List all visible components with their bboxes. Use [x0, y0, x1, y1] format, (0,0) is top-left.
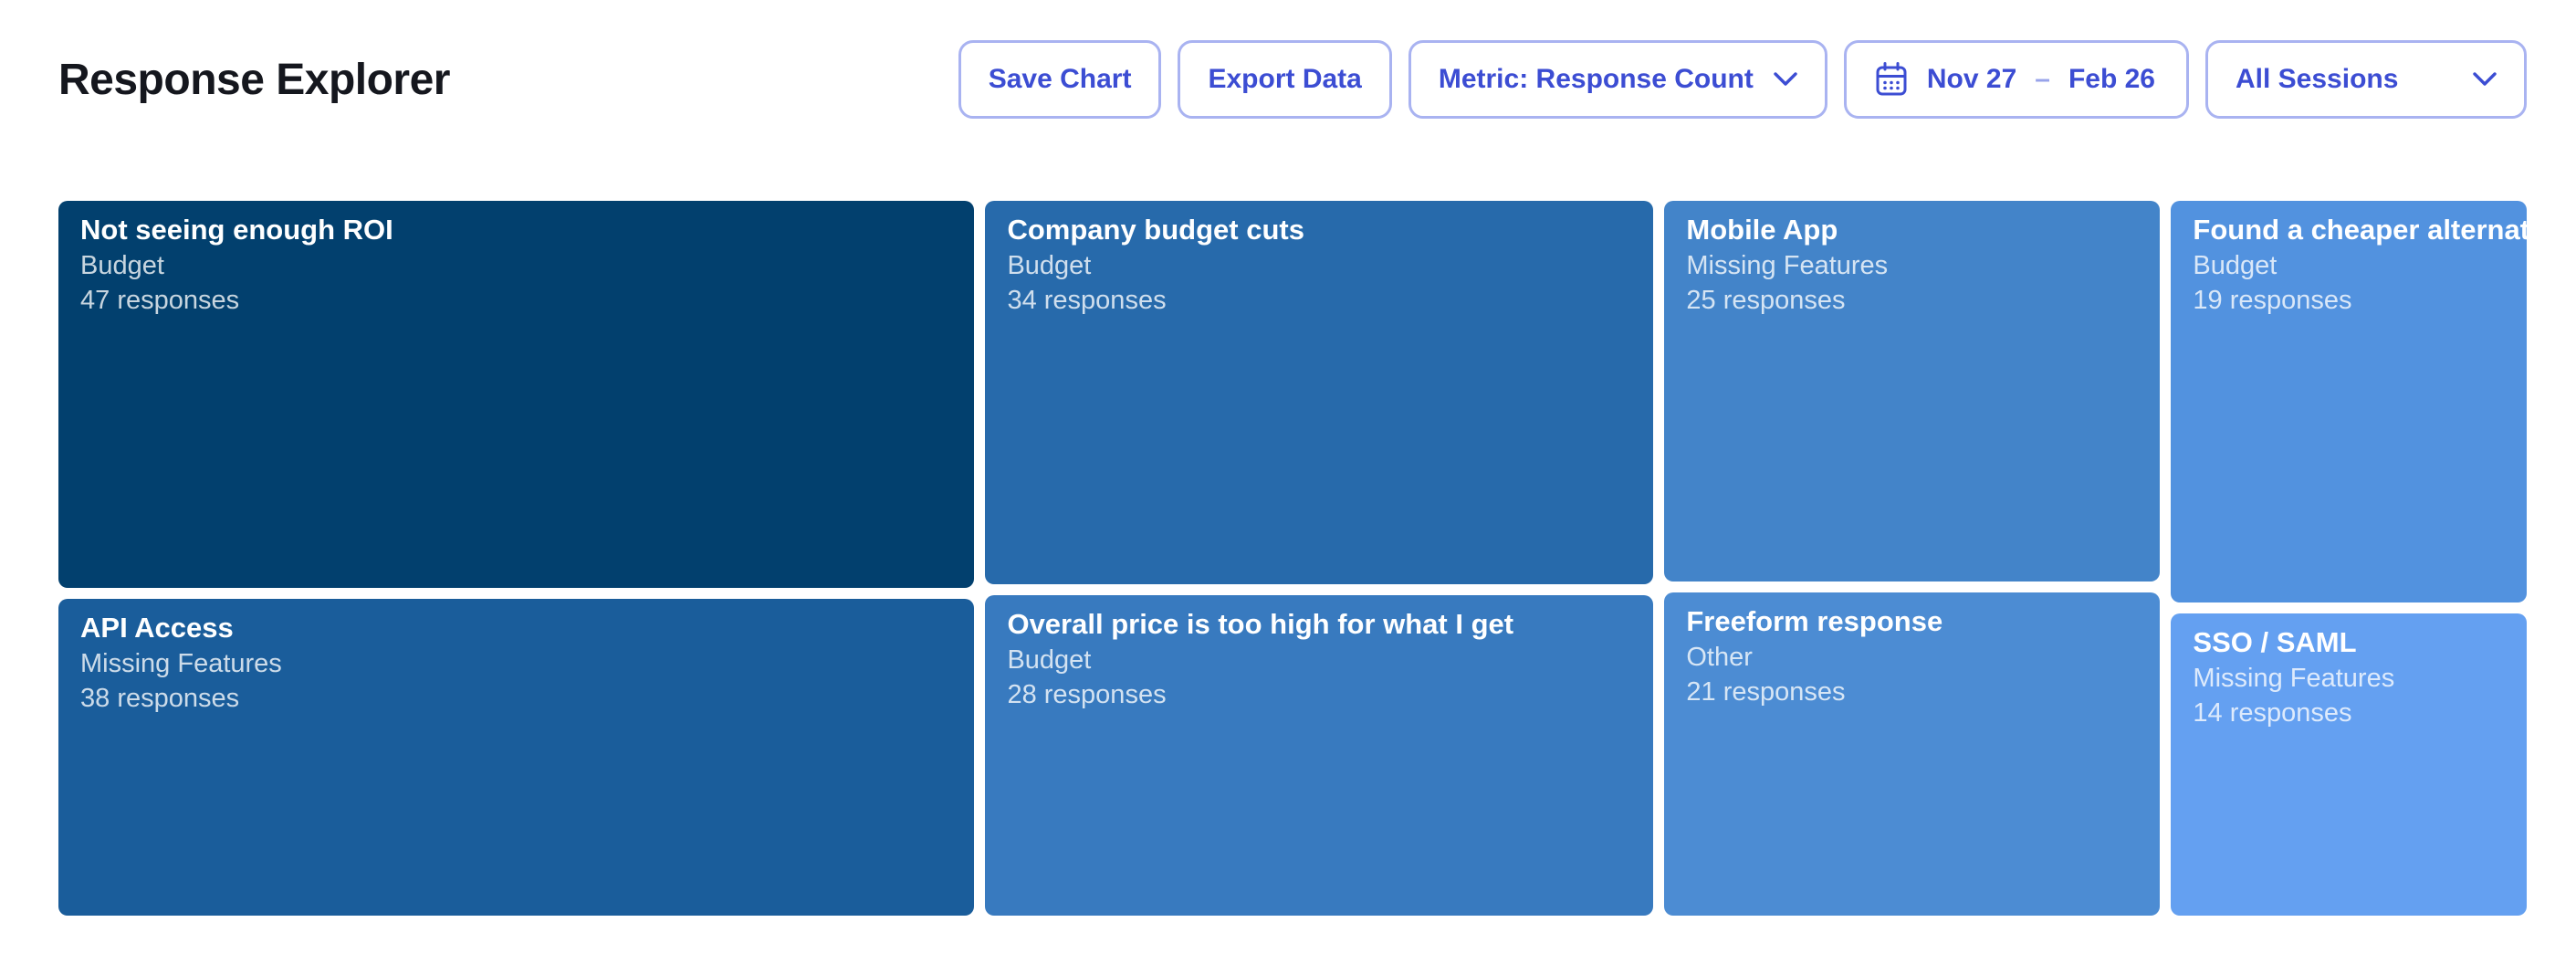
treemap-column: Found a cheaper alternative Budget 19 re…: [2171, 201, 2527, 916]
calendar-icon: [1876, 62, 1907, 96]
tile-category: Missing Features: [2193, 664, 2395, 694]
treemap-tile-freeform-response[interactable]: Freeform response Other 21 responses: [1664, 592, 2161, 916]
tile-category: Missing Features: [80, 648, 282, 678]
tile-response-count: 38 responses: [80, 683, 240, 713]
date-range-button[interactable]: Nov 27 – Feb 26: [1843, 40, 2189, 119]
tile-label: Found a cheaper alternative: [2193, 214, 2527, 246]
tile-category: Budget: [1007, 645, 1092, 676]
tile-label: SSO / SAML: [2193, 626, 2357, 659]
tile-label: Not seeing enough ROI: [80, 214, 393, 246]
treemap-tile-company-budget-cuts[interactable]: Company budget cuts Budget 34 responses: [985, 201, 1654, 585]
treemap-tile-overall-price-too-high[interactable]: Overall price is too high for what I get…: [985, 595, 1654, 916]
tile-category: Other: [1686, 642, 1753, 672]
treemap-tile-mobile-app[interactable]: Mobile App Missing Features 25 responses: [1664, 201, 2161, 582]
chevron-down-icon: [1774, 72, 1797, 86]
tile-response-count: 19 responses: [2193, 286, 2352, 315]
tile-category: Budget: [2193, 251, 2278, 280]
metric-dropdown[interactable]: Metric: Response Count: [1408, 40, 1827, 119]
tile-label: Overall price is too high for what I get: [1007, 608, 1514, 641]
tile-response-count: 14 responses: [2193, 698, 2352, 728]
date-range-end: Feb 26: [2068, 64, 2155, 94]
treemap-column: Not seeing enough ROI Budget 47 response…: [58, 201, 975, 916]
tile-label: API Access: [80, 611, 234, 644]
tile-label: Company budget cuts: [1007, 214, 1304, 246]
treemap-tile-not-seeing-enough-roi[interactable]: Not seeing enough ROI Budget 47 response…: [58, 201, 975, 588]
metric-dropdown-label: Metric: Response Count: [1438, 64, 1754, 94]
header: Response Explorer Save Chart Export Data…: [58, 35, 2527, 124]
export-data-button[interactable]: Export Data: [1178, 40, 1392, 119]
tile-response-count: 34 responses: [1007, 286, 1167, 315]
toolbar: Save Chart Export Data Metric: Response …: [958, 40, 2527, 119]
tile-category: Missing Features: [1686, 251, 1889, 280]
treemap-tile-found-cheaper-alternative[interactable]: Found a cheaper alternative Budget 19 re…: [2171, 201, 2527, 603]
tile-category: Budget: [1007, 251, 1092, 280]
tile-label: Freeform response: [1686, 604, 1943, 637]
sessions-dropdown[interactable]: All Sessions: [2205, 40, 2527, 119]
date-range-start: Nov 27: [1926, 64, 2017, 94]
chevron-down-icon: [2473, 72, 2497, 86]
treemap-tile-api-access[interactable]: API Access Missing Features 38 responses: [58, 598, 975, 916]
save-chart-button[interactable]: Save Chart: [958, 40, 1162, 119]
date-range-separator: –: [2035, 64, 2050, 94]
tile-response-count: 47 responses: [80, 286, 240, 315]
treemap-chart: Not seeing enough ROI Budget 47 response…: [58, 201, 2527, 916]
tile-response-count: 25 responses: [1686, 286, 1846, 315]
treemap-column: Company budget cuts Budget 34 responses …: [985, 201, 1654, 916]
treemap-column: Mobile App Missing Features 25 responses…: [1664, 201, 2161, 916]
save-chart-label: Save Chart: [988, 64, 1132, 94]
tile-response-count: 21 responses: [1686, 676, 1846, 707]
page-title: Response Explorer: [58, 55, 450, 104]
tile-label: Mobile App: [1686, 214, 1838, 246]
tile-category: Budget: [80, 251, 164, 280]
export-data-label: Export Data: [1208, 64, 1362, 94]
sessions-dropdown-label: All Sessions: [2236, 64, 2399, 94]
treemap-tile-sso-saml[interactable]: SSO / SAML Missing Features 14 responses: [2171, 613, 2527, 916]
tile-response-count: 28 responses: [1007, 680, 1167, 710]
